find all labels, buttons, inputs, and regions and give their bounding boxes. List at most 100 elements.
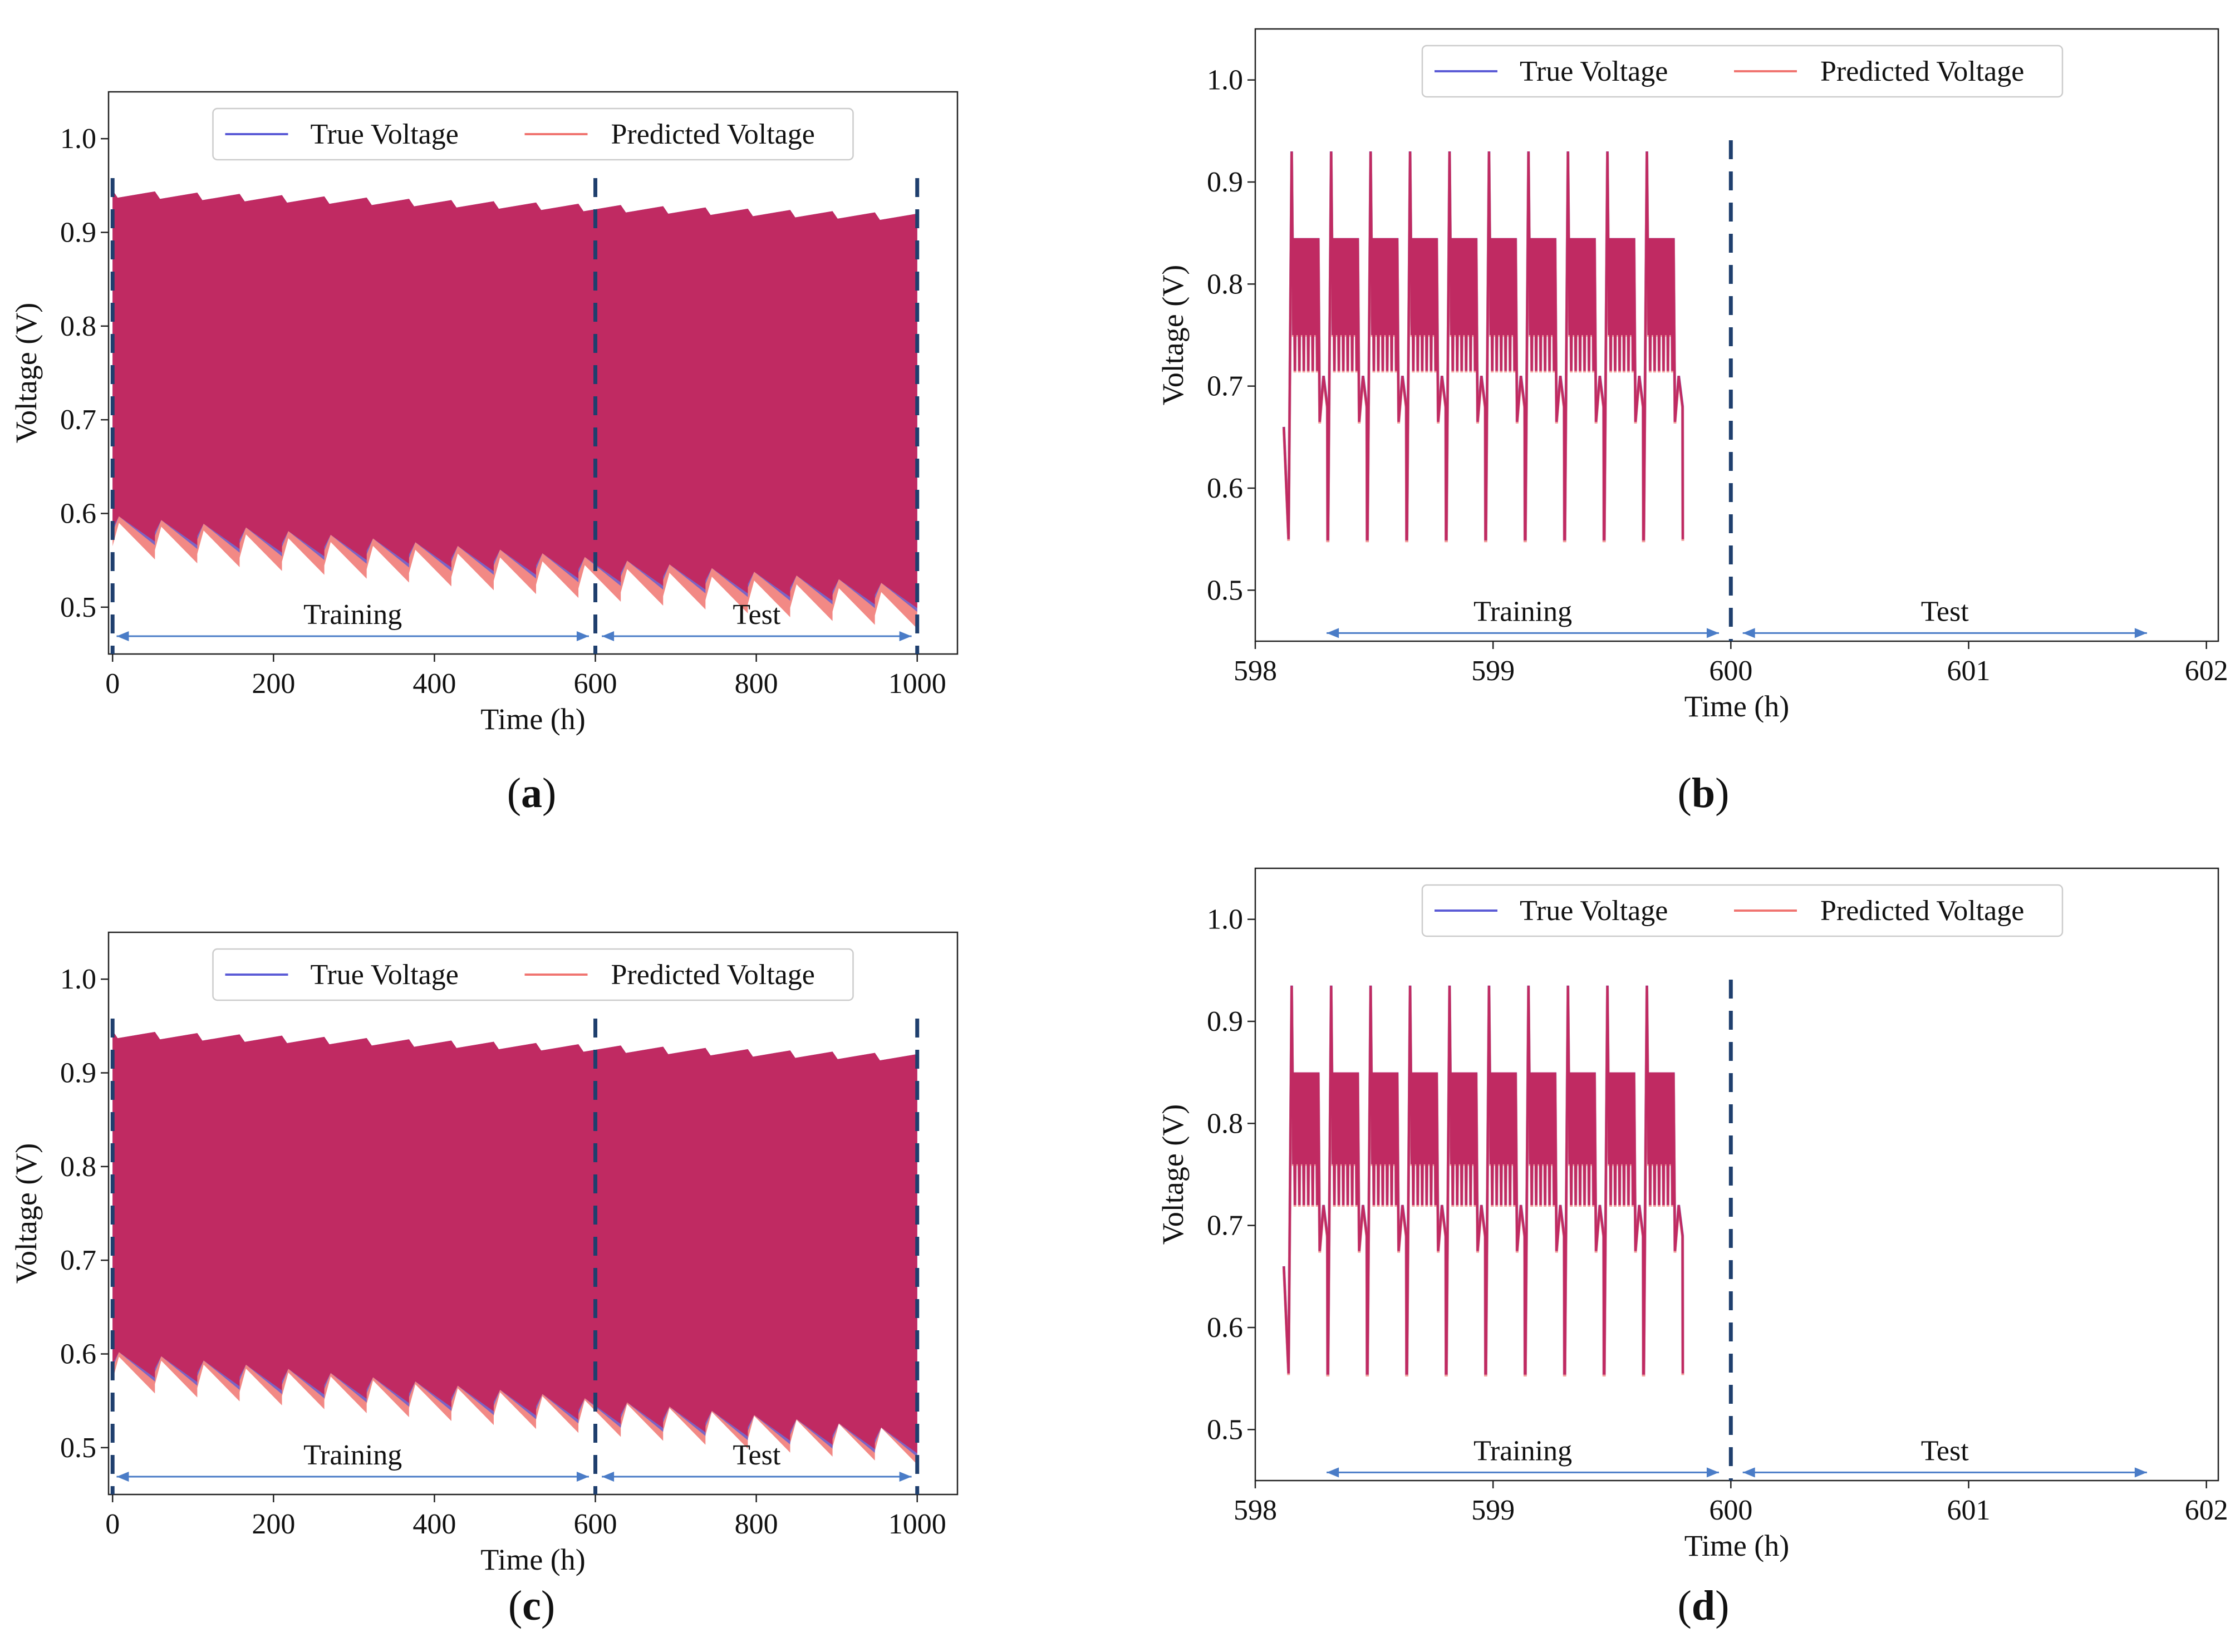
axes-frame <box>1254 867 2219 1482</box>
y-tick-label: 0.7 <box>1207 371 1243 402</box>
y-tick-label: 0.5 <box>60 1432 96 1464</box>
x-tick-label: 200 <box>252 668 295 700</box>
test-arrow <box>1742 628 2147 638</box>
overlap-band <box>112 1030 917 1453</box>
legend: True Voltage Predicted Voltage <box>1421 45 2064 98</box>
axes-frame <box>107 91 959 655</box>
legend-label-predicted: Predicted Voltage <box>1820 895 2024 927</box>
y-tick-label: 0.8 <box>60 311 96 342</box>
y-tick-label: 1.0 <box>1207 65 1243 96</box>
training-label: Training <box>1473 1435 1572 1467</box>
y-axis-label: Voltage (V) <box>1156 265 1190 405</box>
legend-label-predicted: Predicted Voltage <box>1820 56 2024 87</box>
panel-caption: (a) <box>507 770 557 817</box>
arrow-head-right <box>899 1472 912 1482</box>
y-tick-label: 0.6 <box>1207 473 1243 504</box>
caption-letter: d <box>1692 1582 1715 1629</box>
training-arrow <box>116 1472 589 1482</box>
plot-area <box>112 1030 917 1465</box>
y-tick-label: 0.8 <box>1207 1108 1243 1139</box>
training-label: Training <box>1473 596 1572 627</box>
x-tick-label: 200 <box>252 1508 295 1540</box>
x-tick-label: 1000 <box>888 668 946 700</box>
caption-close-paren: ) <box>1715 1582 1729 1629</box>
y-axis-label: Voltage (V) <box>9 303 43 443</box>
x-tick-label: 599 <box>1471 655 1515 687</box>
panel-d: 598 599 600 601 602 0.5 0.6 0.7 0.8 0.9 1.0 Time (h… <box>1156 867 2228 1629</box>
x-tick-label: 600 <box>574 668 617 700</box>
legend-label-true: True Voltage <box>311 119 459 150</box>
y-tick-label: 0.9 <box>60 217 96 249</box>
arrow-head-right <box>2134 628 2147 638</box>
x-tick-label: 1000 <box>888 1508 946 1540</box>
x-tick-label: 598 <box>1234 1494 1277 1526</box>
arrow-head-right <box>576 1472 589 1482</box>
x-axis-label: Time (h) <box>480 702 586 736</box>
training-arrow <box>116 631 589 642</box>
legend-label-true: True Voltage <box>1520 895 1668 927</box>
training-arrow <box>1327 628 1719 638</box>
test-label: Test <box>1921 596 1969 627</box>
arrow-head-left <box>1327 1467 1339 1478</box>
test-label: Test <box>733 1439 780 1471</box>
y-axis-label: Voltage (V) <box>1156 1104 1190 1245</box>
x-tick-label: 400 <box>412 1508 456 1540</box>
y-tick-label: 1.0 <box>60 963 96 995</box>
y-tick-label: 0.7 <box>1207 1210 1243 1242</box>
panel-caption: (c) <box>508 1582 555 1629</box>
test-arrow <box>602 1472 912 1482</box>
training-label: Training <box>303 1439 402 1471</box>
y-tick-label: 0.9 <box>1207 166 1243 198</box>
legend-label-true: True Voltage <box>311 959 459 991</box>
x-tick-label: 602 <box>2185 1494 2228 1526</box>
x-axis-label: Time (h) <box>1684 690 1790 723</box>
x-tick-label: 601 <box>1947 1494 1990 1526</box>
y-tick-label: 1.0 <box>1207 904 1243 936</box>
panel-b: 598 599 600 601 602 0.5 0.6 0.7 0.8 0.9 1.0 Time (h… <box>1156 28 2228 817</box>
caption-close-paren: ) <box>1715 770 1729 817</box>
arrow-head-right <box>1706 628 1719 638</box>
arrow-head-left <box>602 631 615 642</box>
plot-area <box>1282 985 1684 1376</box>
arrow-head-left <box>602 1472 615 1482</box>
y-tick-label: 1.0 <box>60 123 96 155</box>
arrow-head-right <box>899 631 912 642</box>
panel-a: 0 200 400 600 800 1000 0.5 0.6 0.7 0.8 0.9 1.0 Time … <box>9 91 959 817</box>
x-tick-label: 600 <box>1709 1494 1752 1526</box>
caption-close-paren: ) <box>542 770 556 817</box>
x-axis-label: Time (h) <box>1684 1529 1790 1562</box>
y-tick-label: 0.7 <box>60 1245 96 1276</box>
y-tick-label: 0.9 <box>60 1058 96 1089</box>
panel-caption: (b) <box>1678 770 1730 817</box>
x-tick-label: 600 <box>1709 655 1752 687</box>
arrow-head-left <box>1742 628 1755 638</box>
x-tick-label: 800 <box>735 1508 778 1540</box>
x-tick-label: 800 <box>735 668 778 700</box>
caption-letter: b <box>1692 770 1715 817</box>
y-tick-label: 0.5 <box>60 592 96 623</box>
arrow-head-right <box>576 631 589 642</box>
caption-letter: c <box>522 1582 541 1629</box>
y-tick-label: 0.5 <box>1207 574 1243 606</box>
legend: True Voltage Predicted Voltage <box>1421 884 2064 937</box>
y-tick-label: 0.9 <box>1207 1006 1243 1038</box>
plot-area <box>112 190 917 629</box>
axes-frame <box>1254 28 2219 642</box>
caption-close-paren: ) <box>541 1582 555 1629</box>
y-tick-label: 0.7 <box>60 404 96 436</box>
x-tick-label: 599 <box>1471 1494 1515 1526</box>
x-tick-label: 0 <box>105 1508 120 1540</box>
axes-frame <box>107 931 959 1496</box>
legend: True Voltage Predicted Voltage <box>212 948 854 1001</box>
x-tick-label: 0 <box>105 668 120 700</box>
test-label: Test <box>733 599 780 631</box>
y-tick-label: 0.6 <box>60 498 96 530</box>
x-tick-label: 600 <box>574 1508 617 1540</box>
x-tick-label: 601 <box>1947 655 1990 687</box>
arrow-head-left <box>1327 628 1339 638</box>
test-label: Test <box>1921 1435 1969 1467</box>
panel-c: 0 200 400 600 800 1000 0.5 0.6 0.7 0.8 0.9 1.0 Time … <box>9 931 959 1629</box>
overlap-band <box>112 190 917 608</box>
legend: True Voltage Predicted Voltage <box>212 107 854 161</box>
